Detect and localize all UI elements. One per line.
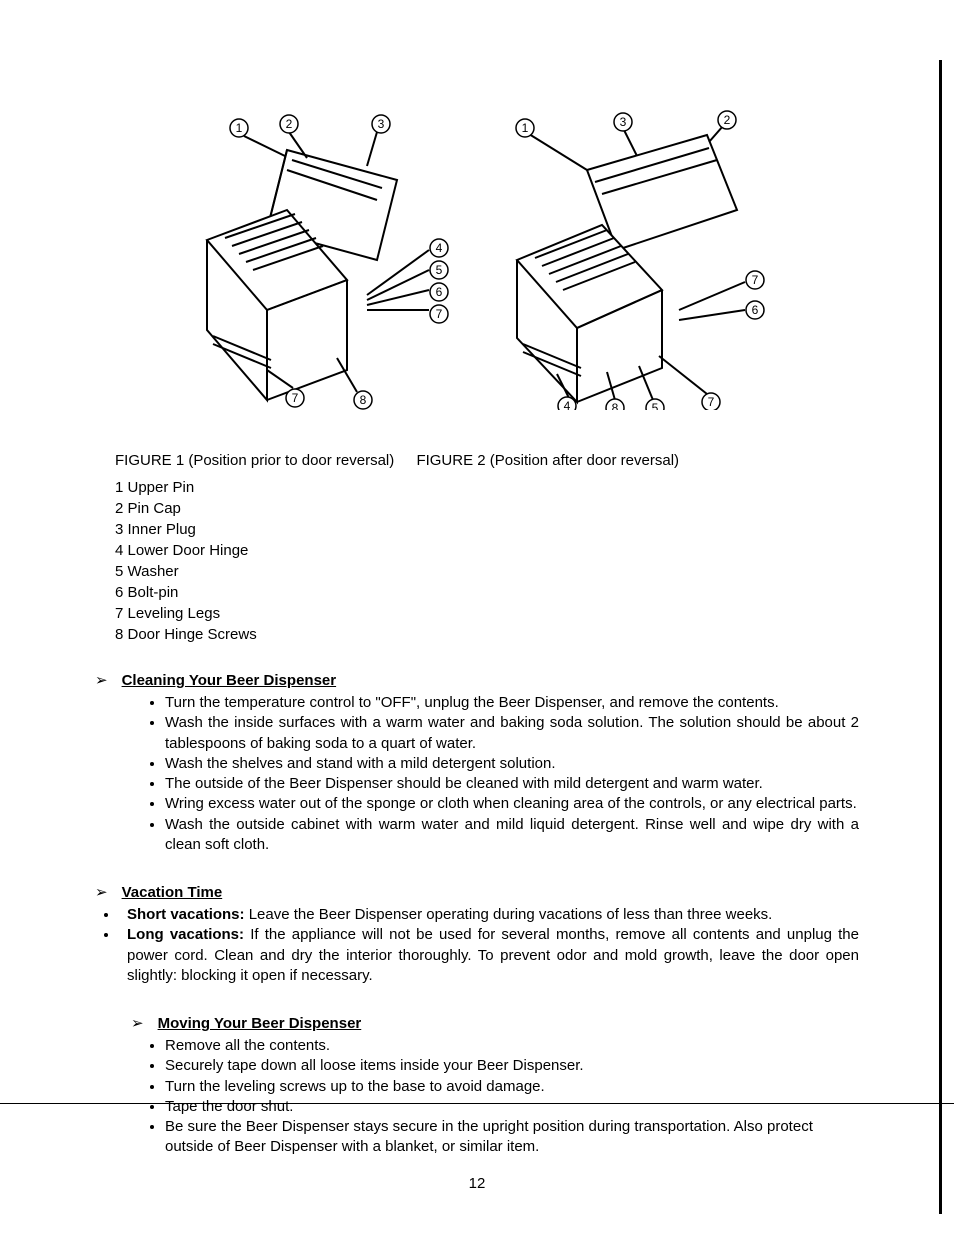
callout-6: 6 <box>430 283 448 301</box>
page-content: 1 2 3 4 5 6 7 7 8 <box>0 0 954 1246</box>
svg-text:4: 4 <box>436 241 443 255</box>
part-4: 4 Lower Door Hinge <box>115 540 859 561</box>
svg-text:1: 1 <box>236 121 243 135</box>
parts-legend: 1 Upper Pin 2 Pin Cap 3 Inner Plug 4 Low… <box>115 477 859 645</box>
vacation-short: Short vacations: Leave the Beer Dispense… <box>119 905 859 925</box>
bottom-rule <box>0 1103 954 1104</box>
svg-text:3: 3 <box>620 115 627 129</box>
vacation-list: Short vacations: Leave the Beer Dispense… <box>119 905 859 986</box>
vacation-short-label: Short vacations: <box>127 906 245 923</box>
moving-item: Turn the leveling screws up to the base … <box>165 1077 859 1097</box>
part-1: 1 Upper Pin <box>115 477 859 498</box>
figure-row: 1 2 3 4 5 6 7 7 8 <box>95 110 859 410</box>
svg-text:2: 2 <box>724 113 731 127</box>
page-number: 12 <box>0 1175 954 1192</box>
cleaning-item: Turn the temperature control to "OFF", u… <box>165 693 859 713</box>
svg-text:4: 4 <box>564 399 571 410</box>
moving-item: Securely tape down all loose items insid… <box>165 1056 859 1076</box>
part-5: 5 Washer <box>115 561 859 582</box>
svg-text:8: 8 <box>360 393 367 407</box>
callout-4: 4 <box>430 239 448 257</box>
callout-1: 1 <box>230 119 248 137</box>
figure-1-diagram: 1 2 3 4 5 6 7 7 8 <box>167 110 467 410</box>
part-8: 8 Door Hinge Screws <box>115 624 859 645</box>
bullet-arrow-icon: ➢ <box>131 1014 144 1032</box>
moving-list: Remove all the contents. Securely tape d… <box>165 1036 859 1158</box>
part-7: 7 Leveling Legs <box>115 603 859 624</box>
vacation-long: Long vacations: If the appliance will no… <box>119 925 859 986</box>
part-6: 6 Bolt-pin <box>115 582 859 603</box>
svg-text:5: 5 <box>652 401 659 410</box>
cleaning-item: Wash the outside cabinet with warm water… <box>165 815 859 856</box>
moving-section: ➢ Moving Your Beer Dispenser Remove all … <box>131 1014 859 1158</box>
svg-text:5: 5 <box>436 263 443 277</box>
moving-item: Remove all the contents. <box>165 1036 859 1056</box>
svg-text:7: 7 <box>292 391 299 405</box>
svg-text:8: 8 <box>612 401 619 410</box>
bullet-arrow-icon: ➢ <box>95 883 108 901</box>
moving-title: Moving Your Beer Dispenser <box>158 1015 362 1032</box>
cleaning-item: Wring excess water out of the sponge or … <box>165 794 859 814</box>
callout-5: 5 <box>430 261 448 279</box>
vacation-title: Vacation Time <box>122 884 223 901</box>
callout-3: 3 <box>372 115 390 133</box>
cleaning-item: Wash the inside surfaces with a warm wat… <box>165 713 859 754</box>
part-2: 2 Pin Cap <box>115 498 859 519</box>
cleaning-item: Wash the shelves and stand with a mild d… <box>165 754 859 774</box>
bullet-arrow-icon: ➢ <box>95 671 108 689</box>
vacation-short-text: Leave the Beer Dispenser operating durin… <box>245 906 773 923</box>
svg-text:6: 6 <box>436 285 443 299</box>
part-3: 3 Inner Plug <box>115 519 859 540</box>
svg-text:2: 2 <box>286 117 293 131</box>
vacation-section: ➢ Vacation Time Short vacations: Leave t… <box>95 883 859 986</box>
figure-2-diagram: 1 3 2 7 6 4 8 5 7 <box>487 110 787 410</box>
svg-text:7: 7 <box>436 307 443 321</box>
callout-8: 8 <box>354 391 372 409</box>
figure-captions: FIGURE 1 (Position prior to door reversa… <box>115 450 859 471</box>
svg-text:6: 6 <box>752 303 759 317</box>
figure-2-caption: FIGURE 2 (Position after door reversal) <box>416 452 679 469</box>
svg-text:3: 3 <box>378 117 385 131</box>
figure-1-caption: FIGURE 1 (Position prior to door reversa… <box>115 452 394 469</box>
svg-text:1: 1 <box>522 121 529 135</box>
svg-text:7: 7 <box>752 273 759 287</box>
svg-text:7: 7 <box>708 395 715 409</box>
cleaning-title: Cleaning Your Beer Dispenser <box>122 672 337 689</box>
moving-item: Tape the door shut. <box>165 1097 859 1117</box>
callout-7a: 7 <box>430 305 448 323</box>
callout-2: 2 <box>280 115 298 133</box>
vacation-long-label: Long vacations: <box>127 926 244 943</box>
cleaning-list: Turn the temperature control to "OFF", u… <box>165 693 859 855</box>
cleaning-section: ➢ Cleaning Your Beer Dispenser Turn the … <box>95 671 859 855</box>
callout-7b: 7 <box>286 389 304 407</box>
moving-item: Be sure the Beer Dispenser stays secure … <box>165 1117 859 1158</box>
cleaning-item: The outside of the Beer Dispenser should… <box>165 774 859 794</box>
